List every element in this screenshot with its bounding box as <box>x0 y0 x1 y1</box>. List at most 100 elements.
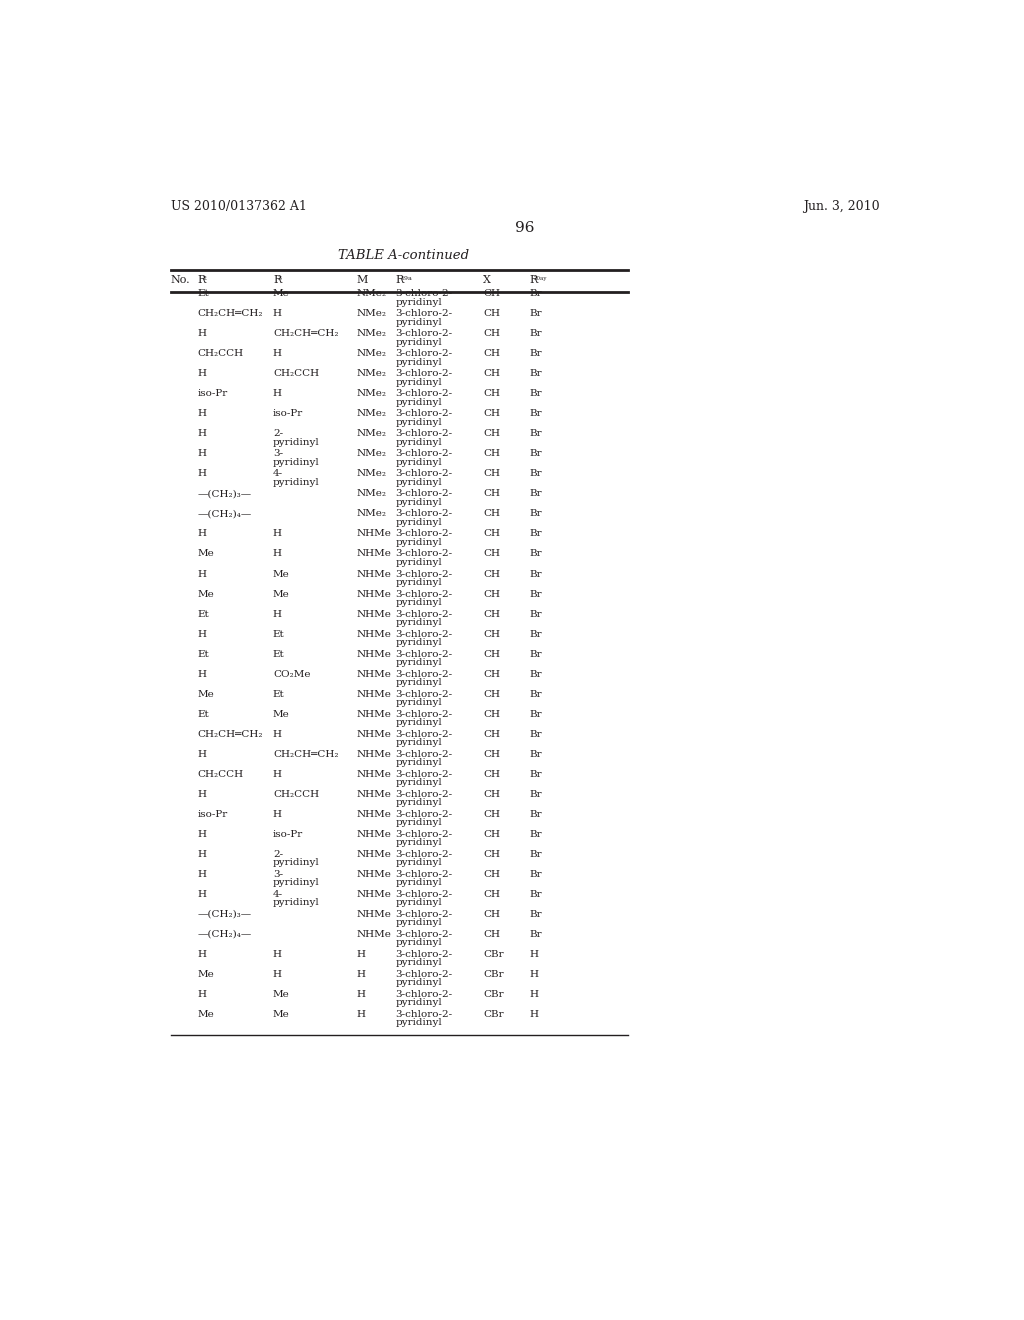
Text: NMe₂: NMe₂ <box>356 389 387 399</box>
Text: pyridinyl: pyridinyl <box>395 738 442 747</box>
Text: 2: 2 <box>202 276 206 281</box>
Text: CH: CH <box>483 470 500 478</box>
Text: Br: Br <box>529 909 542 919</box>
Text: pyridinyl: pyridinyl <box>395 678 442 688</box>
Text: Br: Br <box>529 289 542 298</box>
Text: 3-chloro-2-: 3-chloro-2- <box>395 689 453 698</box>
Text: Br: Br <box>529 649 542 659</box>
Text: pyridinyl: pyridinyl <box>395 458 442 467</box>
Text: CH: CH <box>483 809 500 818</box>
Text: Br: Br <box>529 630 542 639</box>
Text: H: H <box>356 990 366 999</box>
Text: 3-chloro-2-: 3-chloro-2- <box>395 569 453 578</box>
Text: Me: Me <box>273 710 290 718</box>
Text: pyridinyl: pyridinyl <box>395 378 442 387</box>
Text: CH₂CH═CH₂: CH₂CH═CH₂ <box>273 750 338 759</box>
Text: pyridinyl: pyridinyl <box>395 878 442 887</box>
Text: H: H <box>198 950 207 958</box>
Text: NHMe: NHMe <box>356 630 391 639</box>
Text: H: H <box>198 830 207 838</box>
Text: H: H <box>273 549 282 558</box>
Text: Br: Br <box>529 890 542 899</box>
Text: Br: Br <box>529 809 542 818</box>
Text: Et: Et <box>198 289 210 298</box>
Text: pyridinyl: pyridinyl <box>273 458 319 467</box>
Text: pyridinyl: pyridinyl <box>395 1019 442 1027</box>
Text: pyridinyl: pyridinyl <box>395 939 442 948</box>
Text: Br: Br <box>529 929 542 939</box>
Text: H: H <box>198 750 207 759</box>
Text: —(CH₂)₃—: —(CH₂)₃— <box>198 490 252 499</box>
Text: CH: CH <box>483 610 500 619</box>
Text: —(CH₂)₄—: —(CH₂)₄— <box>198 929 252 939</box>
Text: H: H <box>198 870 207 879</box>
Text: H: H <box>273 809 282 818</box>
Text: pyridinyl: pyridinyl <box>395 818 442 828</box>
Text: Br: Br <box>529 750 542 759</box>
Text: CH: CH <box>483 630 500 639</box>
Text: NHMe: NHMe <box>356 710 391 718</box>
Text: pyridinyl: pyridinyl <box>395 397 442 407</box>
Text: Jun. 3, 2010: Jun. 3, 2010 <box>803 201 880 213</box>
Text: 4-: 4- <box>273 470 283 478</box>
Text: CH: CH <box>483 329 500 338</box>
Text: 3-chloro-2-: 3-chloro-2- <box>395 449 453 458</box>
Text: CH₂CCH: CH₂CCH <box>273 370 319 379</box>
Text: Et: Et <box>273 689 285 698</box>
Text: Et: Et <box>198 710 210 718</box>
Text: CH: CH <box>483 890 500 899</box>
Text: H: H <box>198 370 207 379</box>
Text: pyridinyl: pyridinyl <box>395 438 442 447</box>
Text: CH₂CCH: CH₂CCH <box>198 350 244 358</box>
Text: pyridinyl: pyridinyl <box>273 858 319 867</box>
Text: pyridinyl: pyridinyl <box>273 438 319 447</box>
Text: 3-chloro-2-: 3-chloro-2- <box>395 630 453 639</box>
Text: H: H <box>198 409 207 418</box>
Text: Et: Et <box>198 649 210 659</box>
Text: CH: CH <box>483 549 500 558</box>
Text: CBr: CBr <box>483 1010 504 1019</box>
Text: 4-: 4- <box>273 890 283 899</box>
Text: pyridinyl: pyridinyl <box>395 758 442 767</box>
Text: US 2010/0137362 A1: US 2010/0137362 A1 <box>171 201 306 213</box>
Text: pyridinyl: pyridinyl <box>395 578 442 587</box>
Text: CH: CH <box>483 510 500 519</box>
Text: NHMe: NHMe <box>356 730 391 739</box>
Text: CH: CH <box>483 669 500 678</box>
Text: No.: No. <box>171 275 190 285</box>
Text: CH: CH <box>483 649 500 659</box>
Text: CBr: CBr <box>483 970 504 979</box>
Text: pyridinyl: pyridinyl <box>395 478 442 487</box>
Text: CH: CH <box>483 789 500 799</box>
Text: 20ay: 20ay <box>534 276 548 281</box>
Text: Br: Br <box>529 590 542 598</box>
Text: pyridinyl: pyridinyl <box>395 338 442 347</box>
Text: pyridinyl: pyridinyl <box>395 799 442 808</box>
Text: 3-chloro-2-: 3-chloro-2- <box>395 789 453 799</box>
Text: Br: Br <box>529 789 542 799</box>
Text: Br: Br <box>529 429 542 438</box>
Text: Br: Br <box>529 409 542 418</box>
Text: H: H <box>273 529 282 539</box>
Text: pyridinyl: pyridinyl <box>395 498 442 507</box>
Text: Br: Br <box>529 669 542 678</box>
Text: pyridinyl: pyridinyl <box>395 598 442 607</box>
Text: H: H <box>356 950 366 958</box>
Text: Br: Br <box>529 549 542 558</box>
Text: NMe₂: NMe₂ <box>356 309 387 318</box>
Text: NHMe: NHMe <box>356 830 391 838</box>
Text: Br: Br <box>529 610 542 619</box>
Text: NMe₂: NMe₂ <box>356 429 387 438</box>
Text: Br: Br <box>529 770 542 779</box>
Text: pyridinyl: pyridinyl <box>395 779 442 787</box>
Text: H: H <box>273 309 282 318</box>
Text: 3: 3 <box>278 276 282 281</box>
Text: 3-chloro-2-: 3-chloro-2- <box>395 329 453 338</box>
Text: H: H <box>356 1010 366 1019</box>
Text: Me: Me <box>273 289 290 298</box>
Text: 3-chloro-2-: 3-chloro-2- <box>395 710 453 718</box>
Text: H: H <box>198 990 207 999</box>
Text: H: H <box>356 970 366 979</box>
Text: NHMe: NHMe <box>356 590 391 598</box>
Text: NMe₂: NMe₂ <box>356 490 387 499</box>
